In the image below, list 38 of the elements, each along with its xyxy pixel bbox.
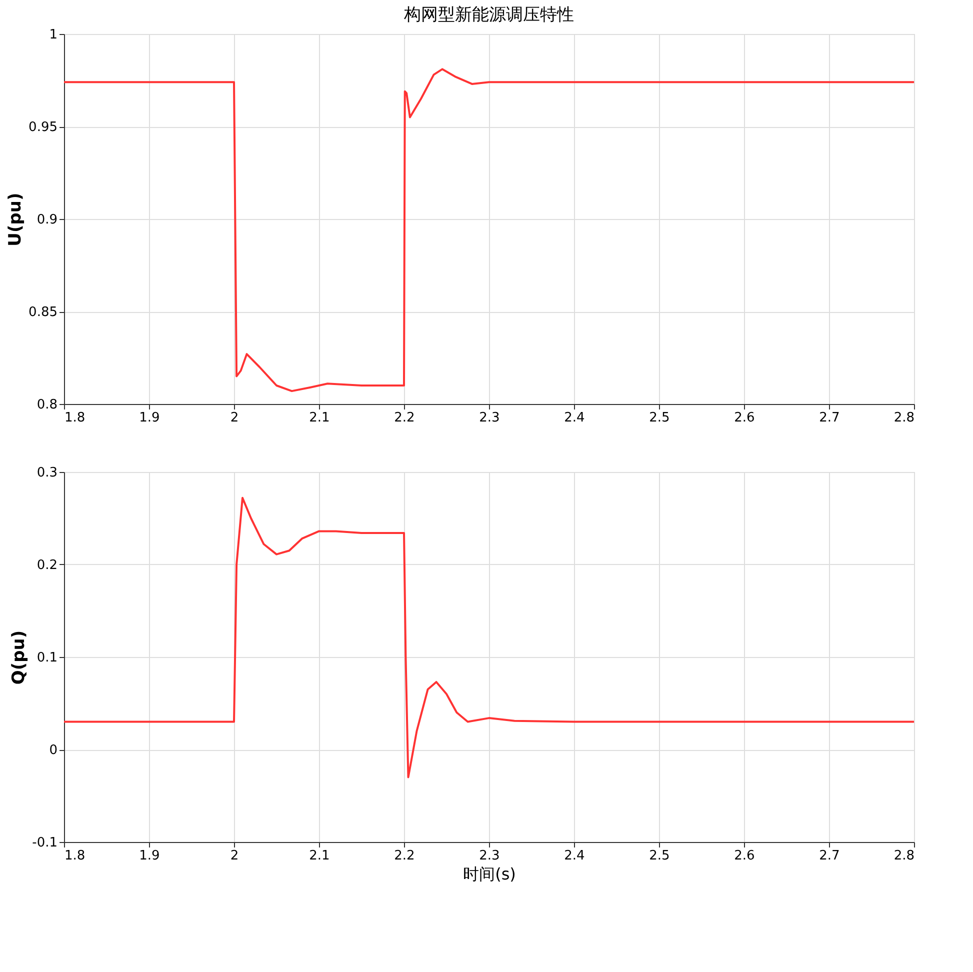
x-axis-title: 时间(s) xyxy=(463,864,516,884)
y-tick-label: 0.95 xyxy=(28,120,58,135)
line-series xyxy=(64,68,914,392)
y-tick-label: 0.9 xyxy=(36,212,58,228)
x-tick-label: 2.1 xyxy=(309,848,330,864)
y-axis-title: Q(pu) xyxy=(9,630,30,685)
x-tick-label: 2.4 xyxy=(564,848,585,864)
x-tick-label: 2.7 xyxy=(819,410,840,426)
x-tick-label: 2.4 xyxy=(564,410,585,426)
x-tick-label: 2.3 xyxy=(479,410,500,426)
x-tick-label: 2.8 xyxy=(894,410,914,426)
x-tick-label: 1.8 xyxy=(64,848,86,864)
x-tick-label: 2.3 xyxy=(479,848,500,864)
y-tick-label: 0.3 xyxy=(36,466,58,480)
y-axis-title: U(pu) xyxy=(6,192,26,246)
x-tick-label: 1.9 xyxy=(139,848,160,864)
line-series xyxy=(64,496,914,778)
x-tick-label: 1.9 xyxy=(139,410,160,426)
x-tick-label: 2.6 xyxy=(734,410,755,426)
x-tick-label: 2.2 xyxy=(394,410,415,426)
x-tick-label: 2.8 xyxy=(894,848,914,864)
x-tick-label: 2.5 xyxy=(649,848,670,864)
x-tick-label: 2.7 xyxy=(819,848,840,864)
y-tick-label: -0.1 xyxy=(32,836,58,850)
x-tick-label: 1.8 xyxy=(64,410,86,426)
x-tick-label: 2 xyxy=(230,848,239,864)
y-tick-label: 0.2 xyxy=(36,558,58,573)
x-tick-label: 2.2 xyxy=(394,848,415,864)
x-tick-label: 2.1 xyxy=(309,410,330,426)
chart-title: 构网型新能源调压特性 xyxy=(403,5,574,25)
y-tick-label: 0.8 xyxy=(36,398,58,412)
y-tick-label: 0.85 xyxy=(28,305,58,320)
y-tick-label: 0.1 xyxy=(36,650,58,666)
x-tick-label: 2.5 xyxy=(649,410,670,426)
y-tick-label: 0 xyxy=(49,743,58,758)
y-tick-label: 1 xyxy=(49,28,58,42)
x-tick-label: 2.6 xyxy=(734,848,755,864)
x-tick-label: 2 xyxy=(230,410,239,426)
